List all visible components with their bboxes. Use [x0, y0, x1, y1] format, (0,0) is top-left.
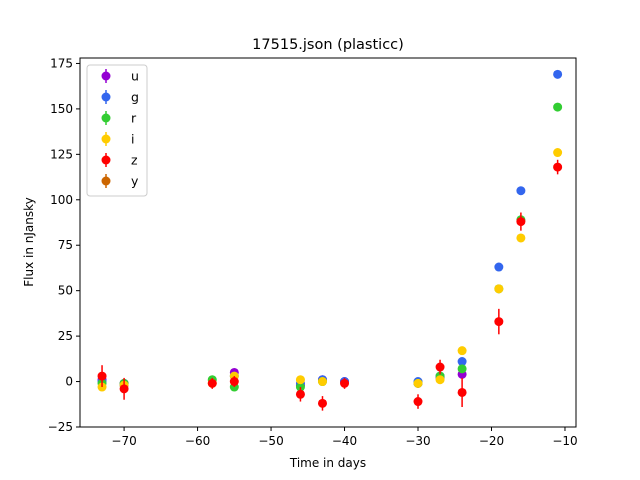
legend-label: g [131, 90, 139, 105]
y-tick-label: −25 [48, 420, 73, 434]
legend-marker [101, 71, 111, 81]
x-tick-label: −50 [258, 434, 283, 448]
legend-label: z [131, 153, 138, 168]
data-point [553, 162, 563, 172]
series-z [97, 159, 563, 411]
data-point [295, 389, 305, 399]
y-axis-label: Flux in nJansky [22, 197, 36, 287]
y-tick-label: 0 [65, 375, 73, 389]
x-tick-label: −20 [479, 434, 504, 448]
data-point [457, 346, 467, 356]
data-point [413, 378, 423, 388]
data-point [435, 362, 445, 372]
data-point [413, 397, 423, 407]
x-tick-label: −70 [111, 434, 136, 448]
data-point [494, 317, 504, 327]
y-tick-label: 175 [50, 56, 73, 70]
x-tick-label: −30 [405, 434, 430, 448]
data-point [494, 262, 504, 272]
x-tick-label: −40 [332, 434, 357, 448]
data-point [457, 387, 467, 397]
data-point [516, 233, 526, 243]
legend-item-z: z [101, 153, 138, 168]
data-point [553, 69, 563, 79]
data-point [516, 217, 526, 227]
data-point [494, 284, 504, 294]
data-point [229, 377, 239, 387]
legend-marker [101, 134, 111, 144]
legend-item-g: g [101, 90, 139, 105]
y-tick-label: 100 [50, 193, 73, 207]
legend-marker [101, 176, 111, 186]
x-axis-label: Time in days [289, 456, 366, 470]
legend-label: u [131, 69, 139, 84]
legend-marker [101, 113, 111, 123]
data-point [435, 375, 445, 385]
legend-item-i: i [101, 132, 134, 147]
data-point [119, 384, 129, 394]
legend-item-y: y [101, 174, 139, 189]
y-tick-label: 50 [58, 284, 73, 298]
data-point [553, 148, 563, 158]
data-point [457, 364, 467, 374]
legend-label: r [131, 111, 137, 126]
y-tick-label: 125 [50, 147, 73, 161]
data-point [207, 378, 217, 388]
data-point [516, 186, 526, 196]
y-tick-label: 25 [58, 329, 73, 343]
legend-marker [101, 92, 111, 102]
data-point [295, 375, 305, 385]
series-u [97, 367, 467, 390]
series-r [97, 102, 563, 392]
legend-label: y [131, 174, 139, 189]
y-axis: −25 0 25 50 75 100 125 150 175 [48, 56, 80, 434]
legend-item-r: r [101, 111, 137, 126]
series-g [97, 69, 563, 390]
y-tick-label: 150 [50, 102, 73, 116]
y-tick-label: 75 [58, 238, 73, 252]
plot-frame [79, 57, 577, 428]
x-tick-label: −10 [552, 434, 577, 448]
plot-area [97, 69, 563, 411]
series-i [97, 148, 563, 392]
data-point [553, 102, 563, 112]
data-point [97, 371, 107, 381]
x-tick-label: −60 [185, 434, 210, 448]
data-point [340, 378, 350, 388]
data-point [317, 398, 327, 408]
chart-title: 17515.json (plasticc) [252, 37, 404, 53]
legend-label: i [131, 132, 134, 147]
data-point [457, 357, 467, 367]
legend-marker [101, 155, 111, 165]
x-axis: −70 −60 −50 −40 −30 −20 −10 [111, 427, 578, 448]
legend-item-u: u [101, 69, 139, 84]
data-point [317, 377, 327, 387]
